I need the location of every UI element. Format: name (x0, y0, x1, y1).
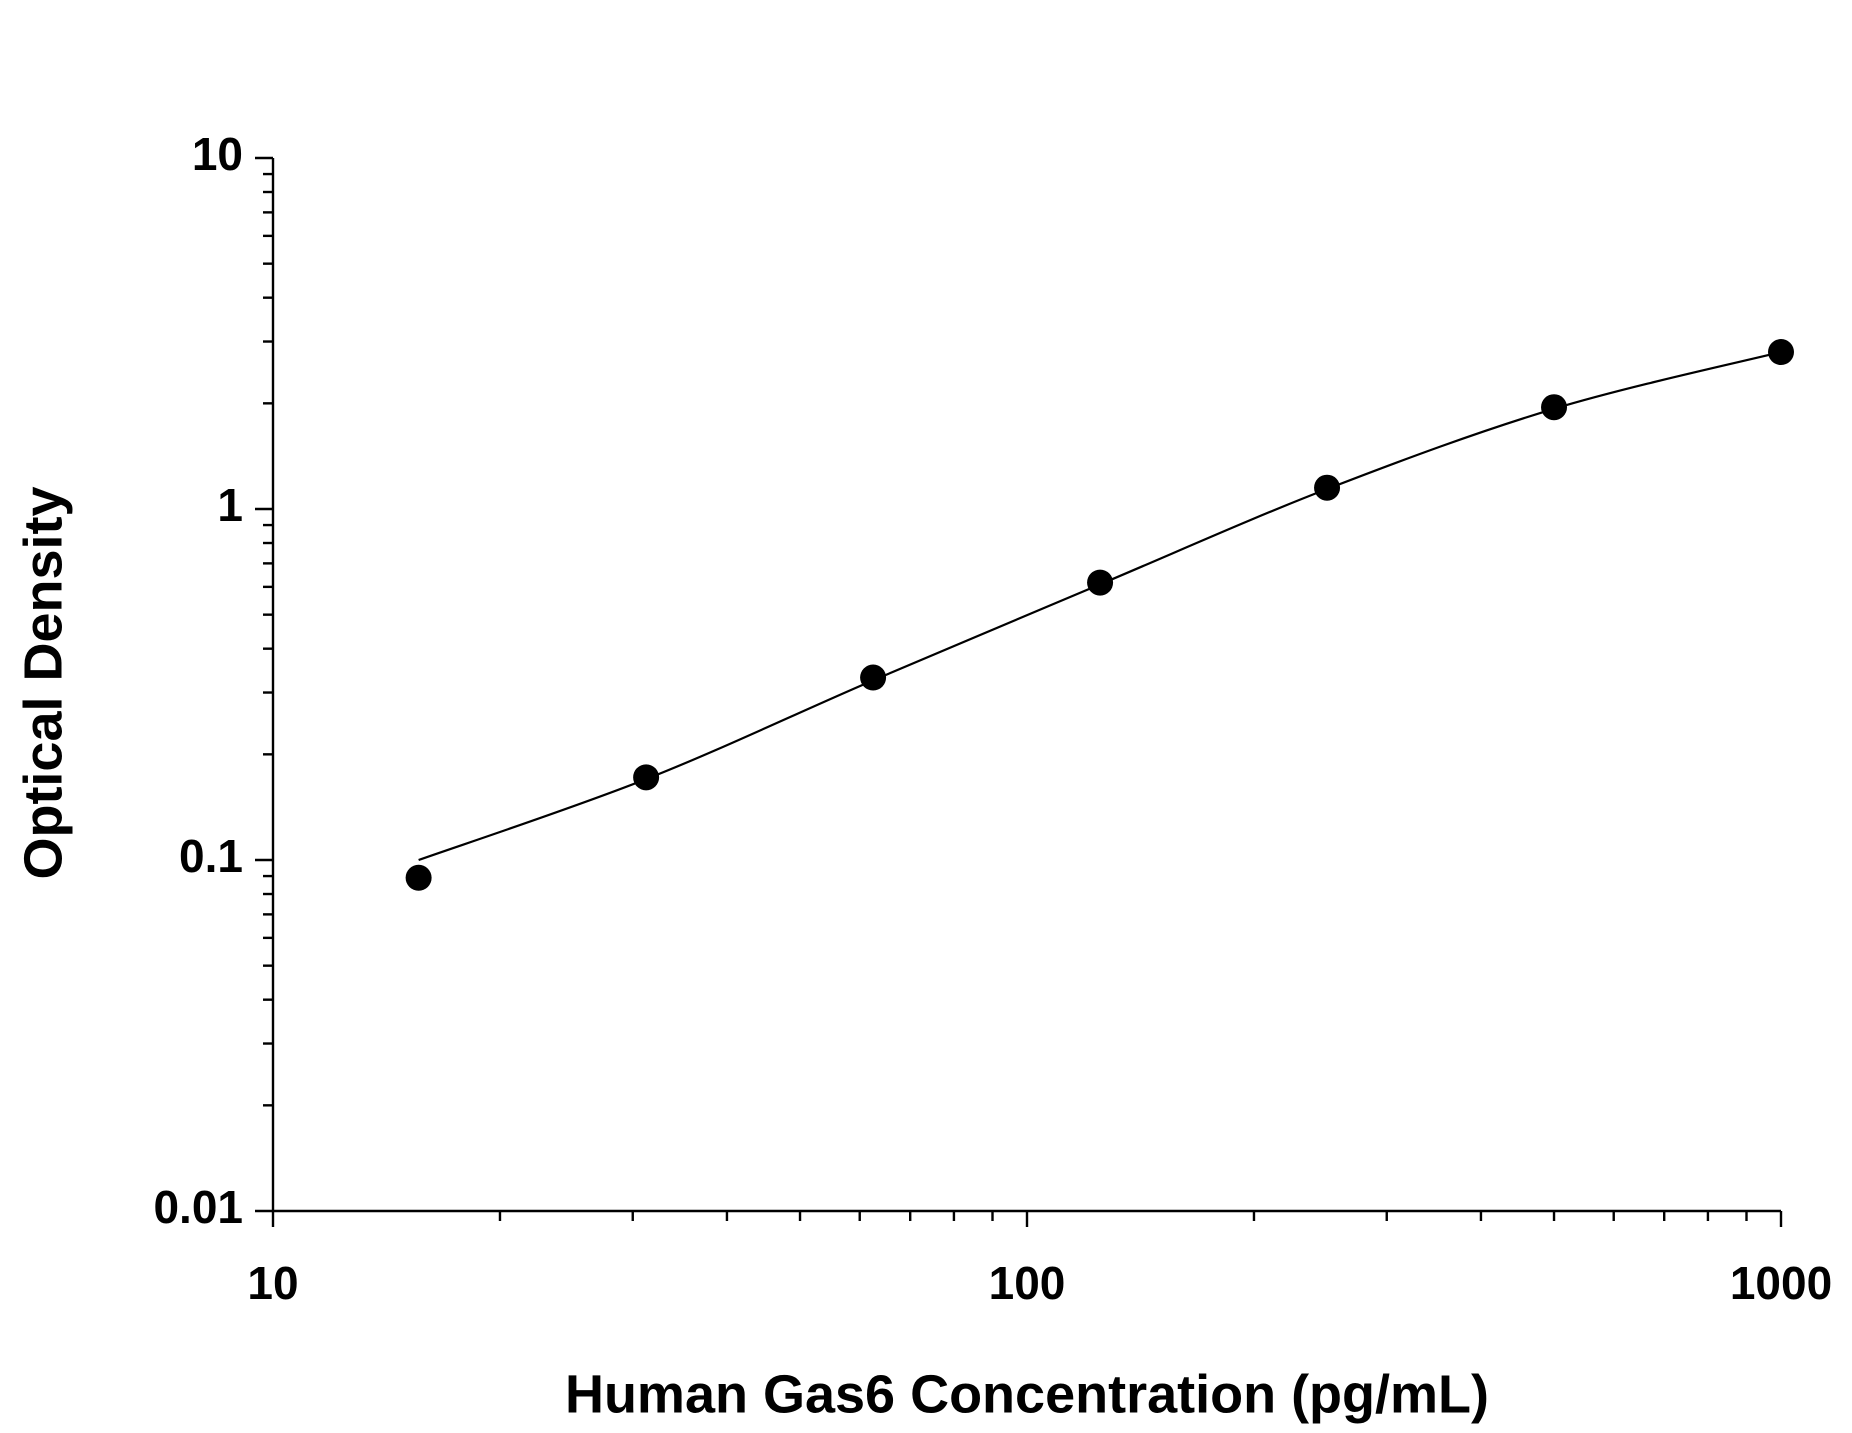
x-axis-label: Human Gas6 Concentration (pg/mL) (565, 1364, 1489, 1424)
data-point (1314, 474, 1341, 501)
data-point (1087, 569, 1114, 596)
y-tick-label: 0.1 (179, 830, 243, 882)
x-tick-label: 1000 (1730, 1257, 1832, 1309)
y-tick-label: 10 (192, 128, 243, 180)
y-tick-label: 1 (217, 479, 243, 531)
fit-curve (418, 350, 1782, 862)
data-point (1541, 394, 1568, 421)
data-point (405, 864, 432, 891)
x-tick-label: 10 (247, 1257, 298, 1309)
y-tick-label: 0.01 (153, 1181, 243, 1233)
x-tick-label: 100 (989, 1257, 1066, 1309)
y-axis-label: Optical Density (13, 486, 73, 879)
data-point (633, 764, 660, 791)
